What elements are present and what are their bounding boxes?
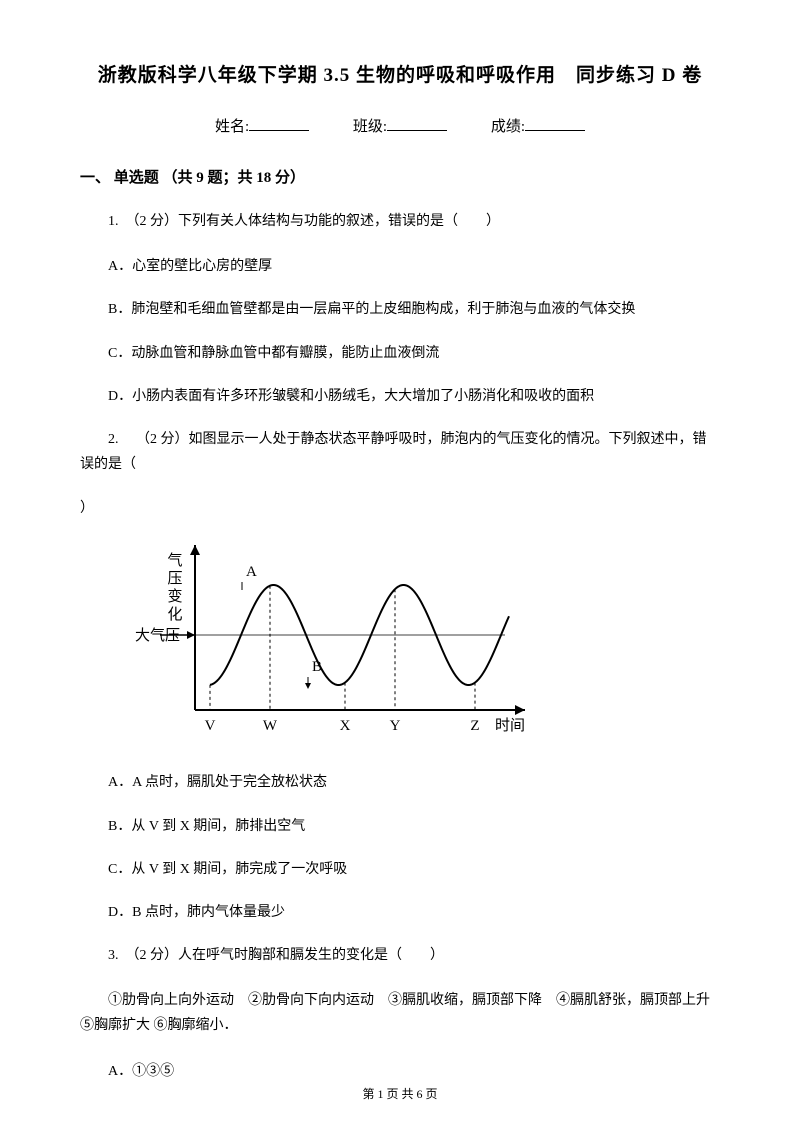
q2-close-paren: ） — [80, 497, 720, 517]
q1-stem: 1. （2 分）下列有关人体结构与功能的叙述，错误的是（ ） — [80, 209, 720, 234]
page-title: 浙教版科学八年级下学期 3.5 生物的呼吸和呼吸作用 同步练习 D 卷 — [80, 60, 720, 87]
q2-option-a: A．A 点时，膈肌处于完全放松状态 — [80, 770, 720, 795]
q1-option-a: A．心室的壁比心房的壁厚 — [80, 254, 720, 279]
pressure-chart: 气压变化大气压时间 V W X Y Z A B — [130, 535, 720, 750]
name-label: 姓名: — [215, 119, 249, 135]
score-blank — [525, 130, 585, 131]
q3-option-a: A．①③⑤ — [80, 1059, 720, 1084]
svg-text:X: X — [340, 718, 351, 734]
name-blank — [249, 130, 309, 131]
svg-text:A: A — [246, 564, 257, 580]
section-header: 一、 单选题 （共 9 题；共 18 分） — [80, 166, 720, 187]
svg-text:大气压: 大气压 — [135, 627, 180, 644]
q2-stem: 2. （2 分）如图显示一人处于静态状态平静呼吸时，肺泡内的气压变化的情况。下列… — [80, 427, 720, 477]
svg-text:Y: Y — [390, 718, 401, 734]
score-label: 成绩: — [491, 119, 525, 135]
student-info-line: 姓名: 班级: 成绩: — [80, 115, 720, 136]
q3-stem: 3. （2 分）人在呼气时胸部和膈发生的变化是（ ） — [80, 943, 720, 968]
class-blank — [387, 130, 447, 131]
q2-option-d: D．B 点时，肺内气体量最少 — [80, 900, 720, 925]
class-label: 班级: — [353, 119, 387, 135]
svg-text:Z: Z — [470, 718, 479, 734]
q2-option-c: C．从 V 到 X 期间，肺完成了一次呼吸 — [80, 857, 720, 882]
svg-text:时间: 时间 — [495, 717, 525, 734]
q1-option-d: D．小肠内表面有许多环形皱襞和小肠绒毛，大大增加了小肠消化和吸收的面积 — [80, 384, 720, 409]
svg-text:V: V — [205, 718, 216, 734]
svg-text:化: 化 — [167, 606, 182, 623]
svg-text:变: 变 — [167, 588, 182, 605]
svg-text:W: W — [263, 718, 278, 734]
svg-text:压: 压 — [167, 570, 182, 587]
page-footer: 第 1 页 共 6 页 — [0, 1085, 800, 1102]
q2-option-b: B．从 V 到 X 期间，肺排出空气 — [80, 814, 720, 839]
q1-option-b: B．肺泡壁和毛细血管壁都是由一层扁平的上皮细胞构成，利于肺泡与血液的气体交换 — [80, 297, 720, 322]
q1-option-c: C．动脉血管和静脉血管中都有瓣膜，能防止血液倒流 — [80, 341, 720, 366]
pressure-chart-svg: 气压变化大气压时间 V W X Y Z A B — [130, 535, 530, 745]
svg-text:B: B — [312, 659, 322, 675]
svg-text:气: 气 — [167, 552, 182, 569]
q3-list: ①肋骨向上向外运动 ②肋骨向下向内运动 ③膈肌收缩，膈顶部下降 ④膈肌舒张，膈顶… — [80, 988, 720, 1038]
